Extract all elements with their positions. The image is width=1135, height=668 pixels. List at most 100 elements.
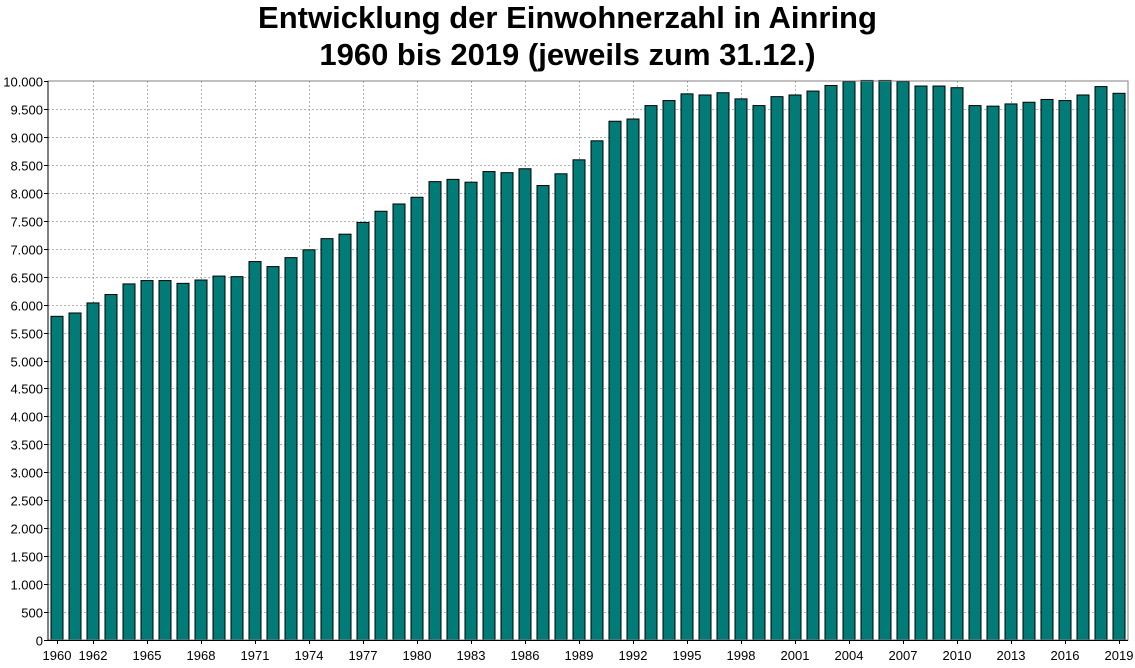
bar-1961 (68, 312, 82, 641)
grid-lines (48, 81, 1128, 640)
y-tick-label: 2.500 (10, 494, 43, 509)
bar-1993 (644, 105, 658, 641)
bar-2014 (1022, 101, 1036, 641)
bar-2001 (788, 94, 802, 641)
x-tick-label: 1992 (619, 648, 648, 663)
bar-1963 (104, 294, 118, 641)
x-tick-label: 2013 (997, 648, 1026, 663)
chart-subtitle: 1960 bis 2019 (jeweils zum 31.12.) (319, 37, 816, 72)
bar-2006 (878, 79, 892, 641)
y-tick-label: 8.500 (10, 159, 43, 174)
x-tick-label: 1980 (403, 648, 432, 663)
y-tick-label: 4.500 (10, 382, 43, 397)
chart-title: Entwicklung der Einwohnerzahl in Ainring (258, 0, 877, 35)
y-tick-label: 10.000 (3, 75, 43, 90)
x-tick-label: 1971 (241, 648, 270, 663)
x-tick-label: 1995 (673, 648, 702, 663)
y-tick-label: 2.000 (10, 522, 43, 537)
bar-1997 (716, 92, 730, 641)
y-tick-label: 5.500 (10, 327, 43, 342)
y-tick-label: 0 (36, 634, 43, 649)
bar-1960 (50, 315, 64, 641)
bar-2005 (860, 79, 874, 641)
bar-2011 (968, 105, 982, 641)
y-tick-label: 9.500 (10, 103, 43, 118)
bar-1966 (158, 280, 172, 641)
x-tick-label: 2019 (1105, 648, 1134, 663)
bar-2000 (770, 96, 784, 641)
x-tick-label: 1998 (727, 648, 756, 663)
y-tick-label: 1.000 (10, 578, 43, 593)
bar-2004 (842, 81, 856, 641)
bar-1994 (662, 100, 676, 641)
bar-1972 (266, 266, 280, 641)
bar-1998 (734, 98, 748, 641)
y-tick-label: 4.000 (10, 410, 43, 425)
bar-1989 (572, 159, 586, 641)
x-tick-label: 1968 (187, 648, 216, 663)
bar-1965 (140, 280, 154, 641)
bar-2008 (914, 85, 928, 641)
y-tick-label: 500 (21, 606, 43, 621)
x-tick-label: 2001 (781, 648, 810, 663)
bar-2010 (950, 87, 964, 641)
y-tick-label: 7.000 (10, 243, 43, 258)
bar-1996 (698, 94, 712, 641)
bar-1978 (374, 210, 388, 641)
bar-2018 (1094, 86, 1108, 641)
bar-1977 (356, 221, 370, 641)
x-tick-label: 1983 (457, 648, 486, 663)
bar-1975 (320, 238, 334, 641)
bar-2003 (824, 84, 838, 641)
bar-1990 (590, 140, 604, 641)
x-tick-label: 1965 (133, 648, 162, 663)
axes (44, 80, 1129, 644)
x-tick-label: 2010 (943, 648, 972, 663)
y-tick-label: 1.500 (10, 550, 43, 565)
bar-2017 (1076, 94, 1090, 641)
bar-1962 (86, 302, 100, 641)
x-tick-label: 1989 (565, 648, 594, 663)
x-tick-label: 2004 (835, 648, 864, 663)
bar-1984 (482, 171, 496, 641)
bar-2019 (1112, 92, 1126, 641)
x-tick-labels: 1960 1962 1965 1968 1971 1974 1977 1980 1983 1986… (43, 648, 1134, 663)
bar-1970 (230, 276, 244, 641)
x-tick-label: 1962 (79, 648, 108, 663)
bar-1981 (428, 181, 442, 641)
bar-1979 (392, 203, 406, 641)
bar-1967 (176, 282, 190, 641)
bar-2016 (1058, 100, 1072, 641)
x-tick-label: 1986 (511, 648, 540, 663)
bar-1985 (500, 172, 514, 641)
bar-1971 (248, 261, 262, 641)
y-tick-label: 3.000 (10, 466, 43, 481)
x-tick-label: 1977 (349, 648, 378, 663)
bar-1983 (464, 181, 478, 641)
bar-1987 (536, 185, 550, 641)
bar-1980 (410, 196, 424, 641)
bar-1974 (302, 249, 316, 641)
bar-2012 (986, 105, 1000, 641)
x-tick-label: 2007 (889, 648, 918, 663)
bar-2002 (806, 90, 820, 641)
bar-2007 (896, 81, 910, 641)
bar-2009 (932, 85, 946, 641)
bars (50, 79, 1126, 641)
y-tick-label: 9.000 (10, 131, 43, 146)
bar-1969 (212, 275, 226, 641)
y-tick-label: 6.500 (10, 271, 43, 286)
bar-1991 (608, 120, 622, 641)
bar-1988 (554, 173, 568, 641)
bar-1986 (518, 168, 532, 641)
y-tick-label: 3.500 (10, 438, 43, 453)
bar-1982 (446, 178, 460, 641)
bar-1973 (284, 257, 298, 641)
y-tick-labels: 0 500 1.000 1.500 2.000 2.500 3.000 3.500 4.000 4… (3, 75, 43, 649)
bar-1999 (752, 105, 766, 641)
y-tick-label: 6.000 (10, 299, 43, 314)
bar-1995 (680, 93, 694, 641)
y-tick-label: 5.000 (10, 355, 43, 370)
bar-1968 (194, 279, 208, 641)
